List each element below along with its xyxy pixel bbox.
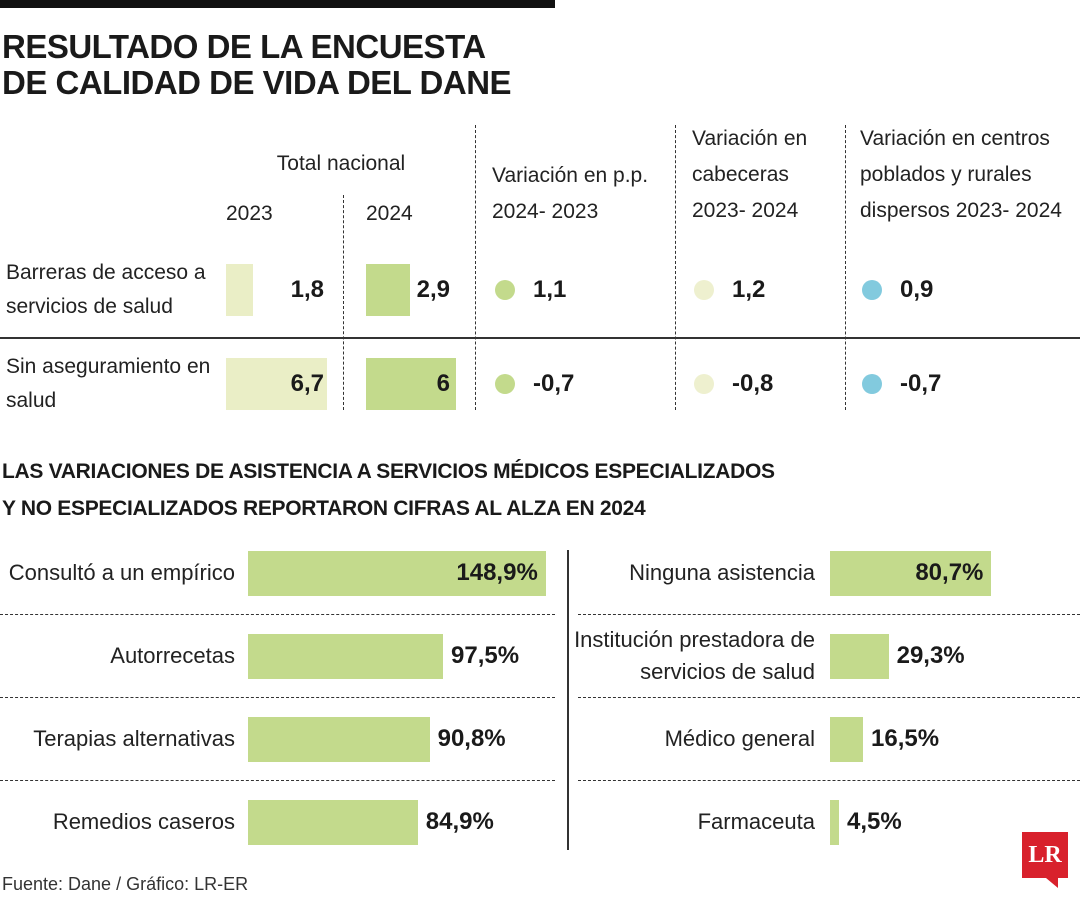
table-value: 1,1	[533, 276, 567, 303]
dot	[862, 374, 882, 394]
value-label: 148,9%	[456, 559, 538, 586]
row-separator	[578, 614, 1080, 615]
title-line: DE CALIDAD DE VIDA DEL DANE	[2, 64, 512, 101]
table-bar	[226, 264, 253, 316]
value-label: 29,3%	[896, 642, 965, 669]
value-label: 4,5%	[847, 808, 902, 835]
subtitle-line: LAS VARIACIONES DE ASISTENCIA A SERVICIO…	[2, 460, 775, 483]
table-value: -0,7	[533, 370, 575, 397]
dot	[495, 280, 515, 300]
column-header: Variación en centros poblados y rurales …	[860, 127, 1062, 222]
row-separator	[0, 614, 555, 615]
dot	[862, 280, 882, 300]
bar	[830, 717, 863, 762]
value-label: 84,9%	[425, 808, 494, 835]
column-header: Variación en p.p. 2024- 2023	[492, 164, 649, 223]
table-value: 2,9	[416, 276, 450, 303]
group-header: Total nacional	[276, 152, 406, 175]
category-label: Ninguna asistencia	[629, 560, 815, 585]
value-label: 90,8%	[437, 725, 506, 752]
bar	[830, 800, 839, 845]
column-divider	[845, 125, 846, 410]
category-label: Autorrecetas	[110, 643, 235, 668]
dot	[495, 374, 515, 394]
category-label: Terapias alternativas	[33, 726, 235, 751]
bar	[248, 717, 430, 762]
logo-tail	[1046, 878, 1058, 888]
row-separator	[0, 780, 555, 781]
table-bar	[366, 358, 456, 410]
dot	[694, 280, 714, 300]
row-separator	[578, 780, 1080, 781]
table-value: 1,8	[290, 276, 324, 303]
row-separator	[0, 697, 555, 698]
row-divider	[0, 337, 1080, 339]
table-value: 6	[436, 370, 450, 397]
column-header: 2024	[366, 202, 413, 225]
row-label: Barreras de acceso a servicios de salud	[6, 261, 206, 318]
table-value: -0,8	[732, 370, 774, 397]
column-header: 2023	[226, 202, 273, 225]
row-separator	[578, 697, 1080, 698]
table-bar	[226, 358, 327, 410]
category-label: Remedios caseros	[52, 809, 235, 834]
title-line: RESULTADO DE LA ENCUESTA	[2, 28, 486, 65]
table-value: 6,7	[290, 370, 324, 397]
column-divider	[675, 125, 676, 410]
bar	[830, 551, 992, 596]
value-label: 16,5%	[871, 725, 940, 752]
bar	[248, 551, 546, 596]
table-value: -0,7	[900, 370, 942, 397]
row-label: Sin aseguramiento en salud	[6, 355, 211, 412]
value-label: 80,7%	[915, 559, 984, 586]
table-value: 0,9	[900, 276, 934, 303]
bar	[248, 634, 443, 679]
source: Fuente: Dane / Gráfico: LR-ER	[2, 874, 249, 894]
bar	[830, 634, 889, 679]
category-label: Médico general	[664, 726, 815, 751]
top-rule	[0, 0, 555, 8]
category-label: Farmaceuta	[697, 809, 815, 834]
category-label: Consultó a un empírico	[8, 560, 235, 585]
bar	[248, 800, 418, 845]
category-label: Institución prestadora de servicios de s…	[574, 627, 815, 684]
chart-divider	[567, 550, 569, 850]
value-label: 97,5%	[451, 642, 520, 669]
table-bar	[366, 264, 410, 316]
column-divider	[475, 125, 476, 410]
table-value: 1,2	[732, 276, 766, 303]
subtitle-line: Y NO ESPECIALIZADOS REPORTARON CIFRAS AL…	[2, 497, 646, 520]
column-divider	[343, 195, 344, 410]
logo: LR	[1022, 832, 1068, 878]
column-header: Variación en cabeceras 2023- 2024	[692, 127, 808, 222]
dot	[694, 374, 714, 394]
